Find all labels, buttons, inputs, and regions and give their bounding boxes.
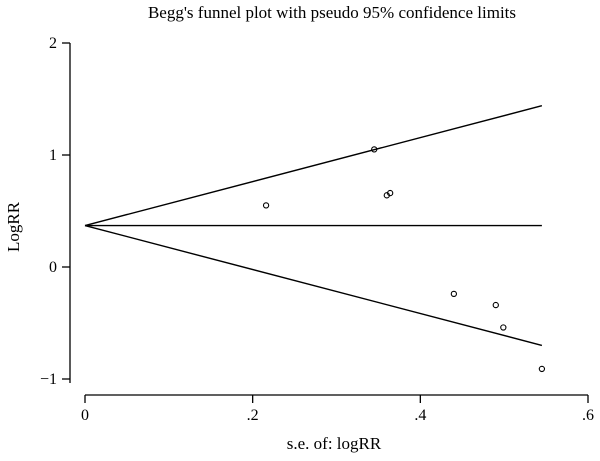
- study-point: [500, 324, 507, 331]
- y-tick-label: 2: [49, 35, 57, 52]
- y-axis-label: LogRR: [4, 201, 23, 252]
- study-point: [450, 290, 458, 298]
- upper-confidence-limit-line: [84, 105, 543, 227]
- study-point: [387, 189, 394, 197]
- y-tick-label: −1: [40, 371, 57, 388]
- chart-marks: 2 1 0 −1 0 .2 .4 .6: [40, 35, 594, 424]
- y-tick-label: 0: [49, 259, 57, 276]
- chart-title: Begg's funnel plot with pseudo 95% confi…: [148, 3, 516, 22]
- study-point: [262, 202, 270, 209]
- x-axis-label: s.e. of: logRR: [287, 434, 382, 453]
- lower-confidence-limit-line: [84, 224, 543, 347]
- x-tick-label: .2: [247, 407, 259, 424]
- study-point: [371, 146, 378, 153]
- study-point: [492, 301, 499, 309]
- y-tick-label: 1: [49, 147, 57, 164]
- x-tick-label: .4: [414, 407, 426, 424]
- study-point: [538, 365, 546, 373]
- x-tick-label: .6: [582, 407, 594, 424]
- x-tick-label: 0: [81, 407, 89, 424]
